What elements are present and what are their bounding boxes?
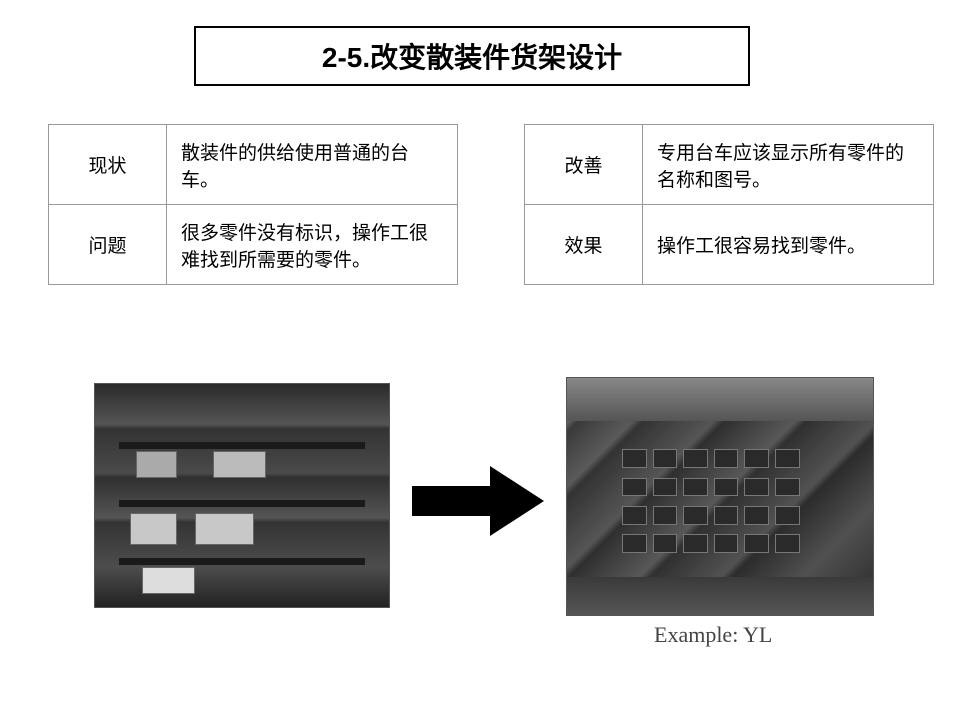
cell-value: 很多零件没有标识，操作工很难找到所需要的零件。 (167, 205, 458, 285)
photo-caption: Example: YL (654, 622, 772, 648)
cell-label: 问题 (49, 205, 167, 285)
table-row: 效果 操作工很容易找到零件。 (525, 205, 934, 285)
cell-value: 散装件的供给使用普通的台车。 (167, 125, 458, 205)
cell-label: 现状 (49, 125, 167, 205)
table-row: 问题 很多零件没有标识，操作工很难找到所需要的零件。 (49, 205, 458, 285)
right-info-table: 改善 专用台车应该显示所有零件的名称和图号。 效果 操作工很容易找到零件。 (524, 124, 934, 285)
table-row: 改善 专用台车应该显示所有零件的名称和图号。 (525, 125, 934, 205)
arrow-icon (412, 466, 544, 536)
cell-value: 操作工很容易找到零件。 (643, 205, 934, 285)
left-info-table: 现状 散装件的供给使用普通的台车。 问题 很多零件没有标识，操作工很难找到所需要… (48, 124, 458, 285)
before-photo (94, 383, 390, 608)
after-photo (566, 377, 874, 616)
cell-label: 效果 (525, 205, 643, 285)
page-title: 2-5.改变散装件货架设计 (194, 26, 750, 86)
cell-label: 改善 (525, 125, 643, 205)
cell-value: 专用台车应该显示所有零件的名称和图号。 (643, 125, 934, 205)
table-row: 现状 散装件的供给使用普通的台车。 (49, 125, 458, 205)
